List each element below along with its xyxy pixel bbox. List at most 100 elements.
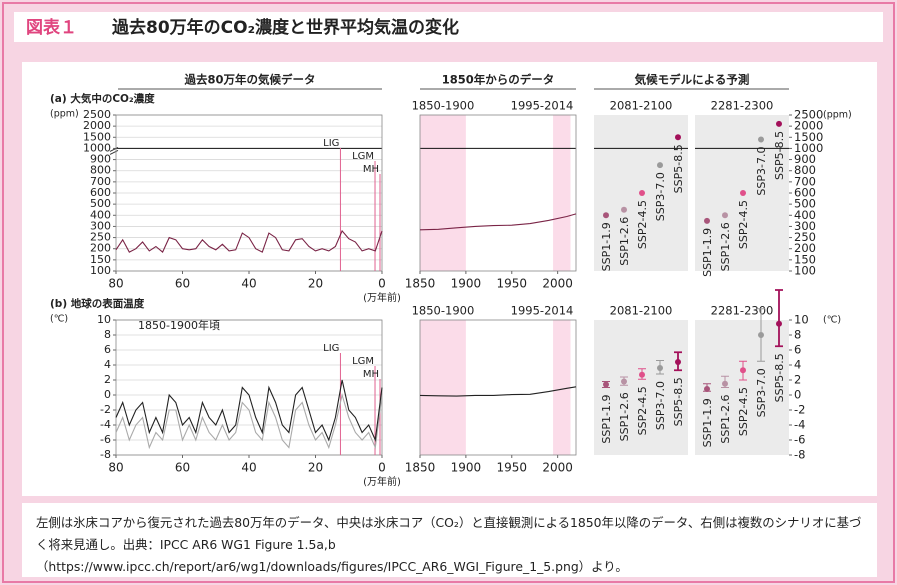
y-tick-label: 300 <box>794 219 816 233</box>
scenario-label: SSP2-4.5 <box>737 200 750 249</box>
scenario-dot <box>639 190 645 196</box>
panel-label: (b) 地球の表面温度 <box>50 297 145 310</box>
period-shade <box>553 320 571 455</box>
y-tick-label: 500 <box>794 197 816 211</box>
scenario-dot <box>740 190 746 196</box>
section-title: 気候モデルによる予測 <box>635 73 750 87</box>
y-tick-label: 500 <box>90 197 111 210</box>
scenario-dot <box>675 134 681 141</box>
scenario-dot <box>704 217 710 224</box>
scenario-dot <box>657 365 663 371</box>
scenario-label: SSP1-1.9 <box>701 228 714 277</box>
period-shade <box>420 115 466 271</box>
y-tick-label: 2000 <box>83 119 111 132</box>
y-tick-label: 10 <box>97 313 111 326</box>
y-tick-label: 2 <box>104 373 111 386</box>
y-tick-label: 2500 <box>83 108 111 121</box>
y-unit: (℃) <box>823 315 841 326</box>
y-unit: (℃) <box>50 314 68 325</box>
y-tick-label: 800 <box>794 163 816 177</box>
scenario-label: SSP1-1.9 <box>600 222 613 271</box>
scenario-label: SSP1-1.9 <box>600 395 613 444</box>
group-background <box>695 320 789 455</box>
scenario-label: SSP2-4.5 <box>636 200 649 249</box>
x-tick-label: 0 <box>378 277 386 291</box>
y-tick-label: 0 <box>794 388 801 402</box>
y-tick-label: 700 <box>794 174 816 188</box>
y-tick-label: 1500 <box>83 130 111 143</box>
x-tick-label: 1850 <box>405 461 436 475</box>
y-tick-label: -4 <box>794 418 805 432</box>
annotation-label: MH <box>363 164 379 175</box>
period-label: 2081-2100 <box>610 304 673 318</box>
y-tick-label: 1000 <box>794 141 823 155</box>
y-tick-label: 400 <box>794 208 816 222</box>
panel-label: (a) 大気中のCO₂濃度 <box>50 92 155 105</box>
scenario-dot <box>621 206 627 213</box>
x-tick-label: 1850 <box>405 277 436 291</box>
y-tick-label: 150 <box>794 252 816 266</box>
period-label: 2281-2300 <box>711 99 774 113</box>
y-tick-label: 4 <box>794 358 801 372</box>
y-tick-label: 900 <box>90 153 111 166</box>
y-tick-label: 2 <box>794 373 801 387</box>
x-tick-label: 20 <box>308 461 323 475</box>
y-unit: (ppm) <box>823 110 852 121</box>
series-line <box>419 213 577 231</box>
y-tick-label: 1500 <box>794 130 823 144</box>
period-label: 1850-1900 <box>412 304 475 318</box>
scenario-label: SSP1-2.6 <box>618 217 631 266</box>
scenario-dot <box>758 136 764 143</box>
y-tick-label: 250 <box>794 230 816 244</box>
y-tick-label: 600 <box>794 186 816 200</box>
y-tick-label: 400 <box>90 208 111 221</box>
scenario-label: SSP1-2.6 <box>719 222 732 271</box>
y-tick-label: 8 <box>794 328 801 342</box>
x-tick-label: 1900 <box>451 461 482 475</box>
series-line <box>115 379 383 443</box>
annotation-label: MH <box>363 369 379 380</box>
x-tick-label: 60 <box>175 277 190 291</box>
x-unit: (万年前) <box>363 475 401 488</box>
y-tick-label: -2 <box>794 403 805 417</box>
period-label: 1995-2014 <box>511 304 574 318</box>
period-label: 2281-2300 <box>711 304 774 318</box>
series-line <box>115 392 383 450</box>
y-tick-label: -6 <box>100 433 111 446</box>
x-tick-label: 1900 <box>451 277 482 291</box>
annotation-label: LGM <box>352 356 374 367</box>
figure-label: 図表１ <box>26 17 77 38</box>
scenario-label: SSP5-8.5 <box>672 144 685 193</box>
y-tick-label: 800 <box>90 164 111 177</box>
y-tick-label: -4 <box>100 418 111 431</box>
note: 1850-1900年頃 <box>138 318 220 332</box>
y-tick-label: 600 <box>90 186 111 199</box>
y-tick-label: 10 <box>794 313 809 327</box>
figure-title: 過去80万年のCO₂濃度と世界平均気温の変化 <box>112 17 459 38</box>
scenario-dot <box>603 212 609 219</box>
scenario-dot <box>776 120 782 127</box>
y-tick-label: 150 <box>90 253 111 266</box>
y-tick-label: 8 <box>104 328 111 341</box>
y-tick-label: 0 <box>104 388 111 401</box>
error-bar <box>775 289 783 348</box>
y-tick-label: 250 <box>90 231 111 244</box>
x-tick-label: 2000 <box>542 461 573 475</box>
annotation-label: LIG <box>323 343 339 354</box>
scenario-label: SSP3-7.0 <box>654 381 667 430</box>
y-unit: (ppm) <box>50 109 79 120</box>
x-tick-label: 40 <box>241 461 256 475</box>
y-tick-label: 300 <box>90 219 111 232</box>
scenario-label: SSP3-7.0 <box>755 147 768 196</box>
series-line <box>115 229 383 253</box>
y-tick-label: 2000 <box>794 119 823 133</box>
axis-break-mark <box>109 146 119 155</box>
y-tick-label: -2 <box>100 403 111 416</box>
series-line <box>419 386 577 397</box>
scenario-label: SSP1-2.6 <box>719 395 732 444</box>
y-tick-label: 200 <box>90 242 111 255</box>
header-band <box>14 12 883 42</box>
x-tick-label: 0 <box>378 461 386 475</box>
y-tick-label: 100 <box>794 264 816 278</box>
